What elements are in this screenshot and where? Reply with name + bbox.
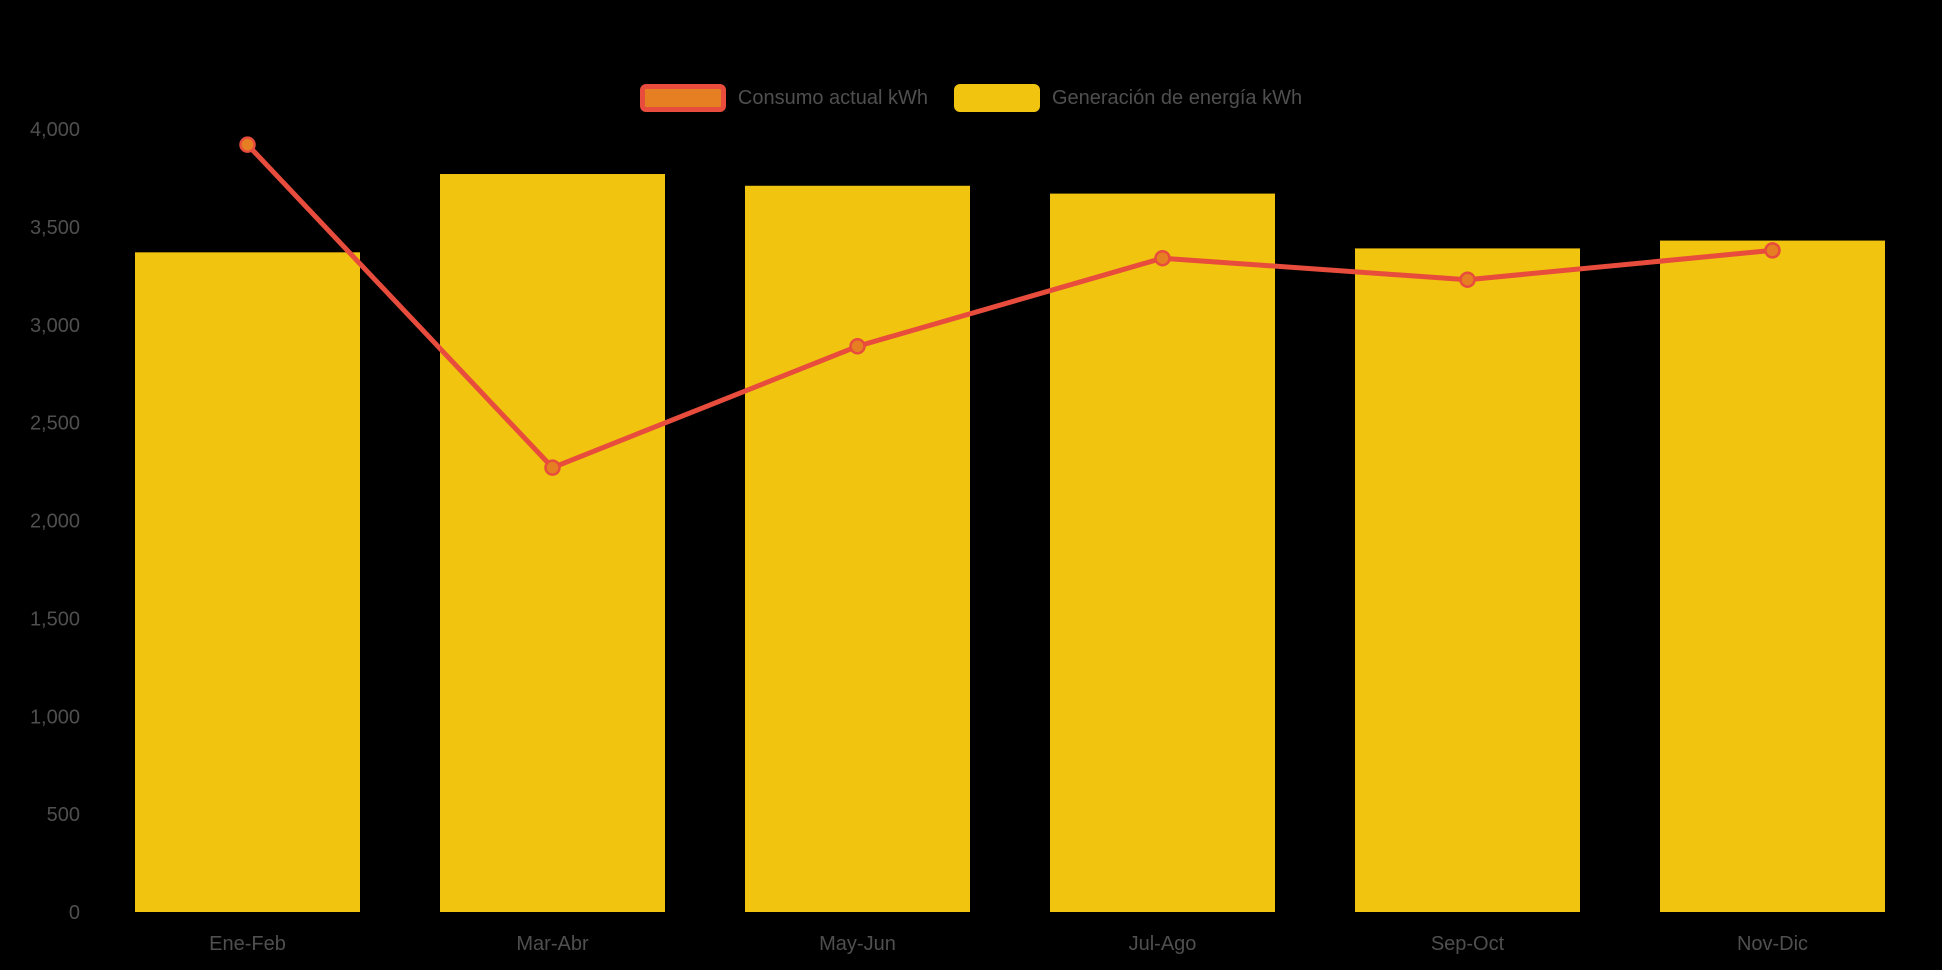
- y-tick-label: 2,000: [30, 511, 80, 533]
- y-tick-label: 3,000: [30, 315, 80, 337]
- bar-may-jun: [745, 185, 970, 912]
- legend-item-consumo[interactable]: Consumo actual kWh: [639, 84, 928, 112]
- x-tick-label: Mar-Abr: [516, 933, 589, 955]
- y-tick-label: 2,500: [30, 413, 80, 435]
- x-tick-label: Jul-Ago: [1129, 933, 1197, 955]
- consumo-point-jul-ago: [1154, 249, 1171, 267]
- y-tick-label: 0: [69, 902, 80, 924]
- y-tick-label: 3,500: [30, 217, 80, 239]
- consumo-point-nov-dic: [1764, 242, 1781, 259]
- consumo-legend-swatch: [639, 84, 726, 112]
- consumo-legend-label: Consumo actual kWh: [737, 87, 928, 109]
- y-tick-label: 500: [47, 804, 80, 826]
- consumo-point-sep-oct: [1459, 271, 1476, 288]
- x-tick-label: Sep-Oct: [1431, 933, 1505, 955]
- bar-nov-dic: [1660, 240, 1885, 912]
- bar-mar-abr: [440, 174, 665, 912]
- bar-sep-oct: [1355, 248, 1580, 913]
- generacion-legend-swatch: [953, 84, 1040, 112]
- consumo-point-may-jun: [849, 338, 866, 355]
- consumo-point-ene-feb: [239, 136, 256, 153]
- y-tick-label: 1,000: [30, 706, 80, 728]
- x-tick-label: Nov-Dic: [1737, 933, 1808, 955]
- bar-jul-ago: [1050, 193, 1275, 912]
- y-tick-label: 4,000: [30, 119, 80, 141]
- y-tick-label: 1,500: [30, 608, 80, 630]
- x-tick-label: Ene-Feb: [209, 933, 286, 955]
- chart-legend: Consumo actual kWh Generación de energía…: [0, 84, 1942, 112]
- consumo-line: [245, 142, 1775, 471]
- consumo-point-mar-abr: [544, 459, 561, 476]
- legend-item-generacion[interactable]: Generación de energía kWh: [953, 84, 1303, 112]
- generacion-legend-label: Generación de energía kWh: [1051, 87, 1303, 109]
- bar-ene-feb: [135, 252, 360, 912]
- x-tick-label: May-Jun: [819, 933, 896, 955]
